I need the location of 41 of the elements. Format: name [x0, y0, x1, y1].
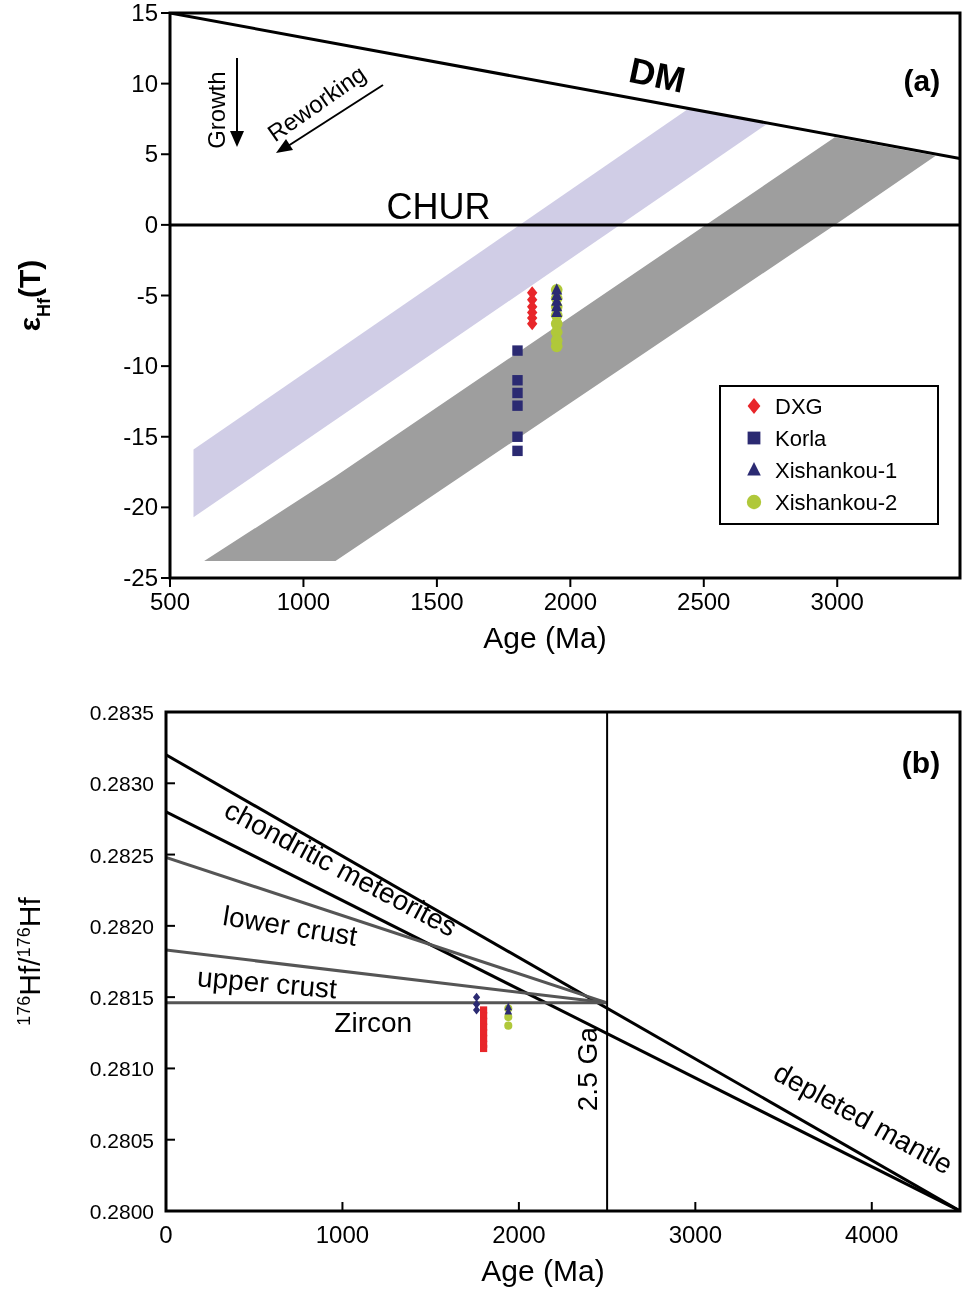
legend-label: DXG [775, 394, 823, 419]
y-tick-label: 15 [131, 0, 158, 26]
y-tick-label: 0.2830 [89, 772, 154, 796]
legend-label: Xishankou-1 [775, 458, 898, 483]
ref-line-label: 2.5 Ga [572, 1026, 604, 1112]
x-tick-label: 3000 [810, 588, 864, 615]
y-tick-label: -5 [136, 281, 158, 309]
y-tick-label: 0.2805 [89, 1128, 154, 1152]
x-tick-label: 1000 [276, 588, 331, 615]
x-tick-label: 4000 [845, 1221, 899, 1248]
x-axis-title: Age (Ma) [481, 1254, 605, 1287]
y-tick-label: -15 [123, 422, 158, 450]
annotation: DM [625, 49, 689, 101]
y-tick-label: 0.2825 [89, 843, 154, 867]
y-tick-label: -25 [123, 564, 158, 591]
legend-label: Xishankou-2 [775, 490, 898, 515]
y-tick-label: 5 [144, 140, 158, 168]
annotation: Zircon [334, 1007, 413, 1039]
y-tick-label: 0 [144, 210, 158, 238]
x-axis-title: Age (Ma) [483, 621, 607, 654]
y-tick-label: 0.2835 [89, 701, 154, 724]
ref-line-label: CHUR [386, 185, 491, 227]
x-tick-label: 2500 [677, 588, 731, 615]
x-tick-label: 3000 [668, 1221, 723, 1248]
x-tick-label: 1000 [315, 1221, 370, 1248]
annotation: upper crust [195, 961, 339, 1005]
y-tick-label: 0.2820 [89, 914, 154, 938]
y-tick-label: -10 [123, 352, 158, 380]
legend-label: Korla [775, 426, 828, 451]
y-tick-label: -20 [123, 493, 158, 521]
annotation: (a) [903, 63, 941, 97]
y-tick-label: 0.2800 [89, 1200, 154, 1223]
y-tick-label: 0.2815 [89, 986, 154, 1010]
x-tick-label: 1500 [410, 588, 464, 615]
y-tick-label: 0.2810 [89, 1057, 154, 1081]
x-tick-label: 2000 [543, 588, 598, 615]
x-tick-label: 2000 [492, 1221, 546, 1248]
annotation: (b) [901, 745, 941, 779]
x-tick-label: 500 [149, 588, 191, 615]
annotation: Growth [202, 71, 230, 149]
y-tick-label: 10 [131, 69, 158, 97]
